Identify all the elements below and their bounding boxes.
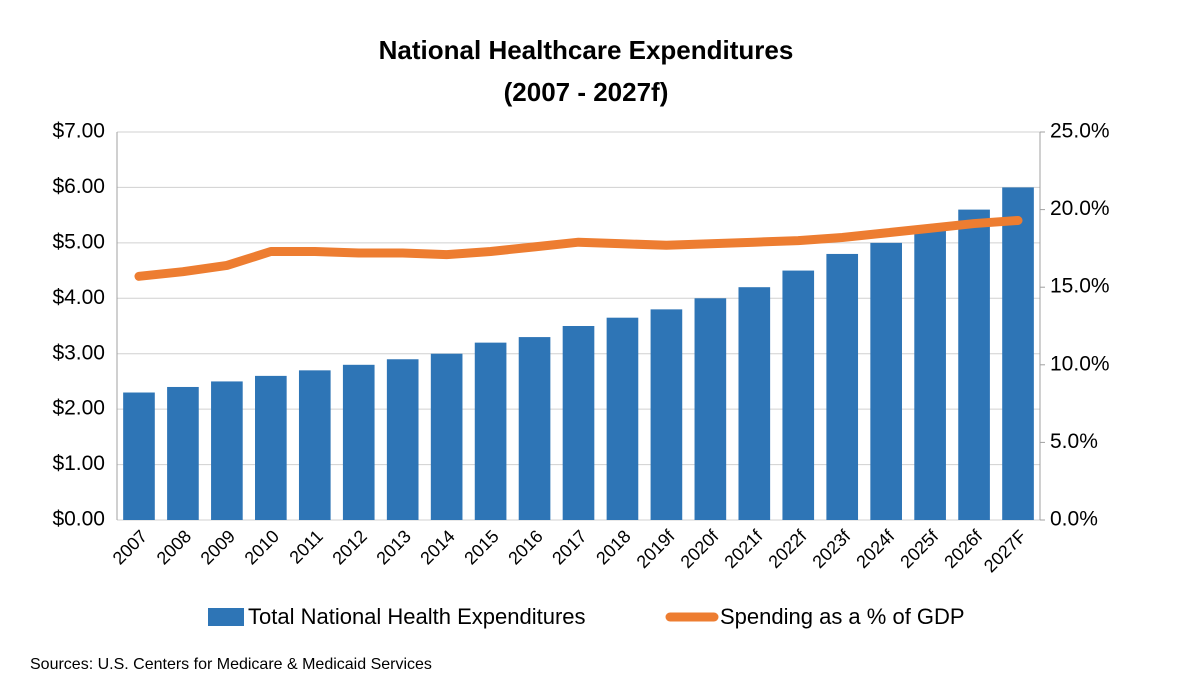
- y2-tick-label: 5.0%: [1050, 430, 1098, 453]
- y-tick-label: $0.00: [52, 508, 105, 531]
- y-tick-label: $3.00: [52, 341, 105, 364]
- x-tick-label: 2016: [504, 526, 546, 568]
- x-tick-label: 2017: [548, 526, 590, 568]
- x-tick-label: 2009: [197, 526, 239, 568]
- bar: [123, 392, 155, 520]
- y-tick-label: $4.00: [52, 286, 105, 309]
- bar: [650, 309, 683, 520]
- bar: [386, 359, 419, 520]
- x-tick-label: 2013: [372, 526, 414, 568]
- y2-tick-label: 10.0%: [1050, 352, 1110, 375]
- chart-subtitle: (2007 - 2027f): [504, 77, 669, 107]
- legend-label: Spending as a % of GDP: [720, 604, 965, 629]
- legend-swatch: [208, 608, 244, 626]
- chart-title: National Healthcare Expenditures: [379, 35, 794, 65]
- x-tick-label: 2025f: [896, 525, 943, 572]
- bar: [782, 270, 815, 520]
- y-tick-label: $2.00: [52, 397, 105, 420]
- y-tick-label: $7.00: [52, 120, 105, 143]
- bar: [694, 298, 727, 520]
- bar: [1002, 187, 1034, 520]
- x-tick-label: 2012: [328, 526, 370, 568]
- y2-tick-label: 20.0%: [1050, 197, 1110, 220]
- bar: [958, 209, 990, 520]
- x-tick-label: 2026f: [940, 525, 987, 572]
- x-tick-label: 2018: [592, 526, 634, 568]
- bar: [562, 326, 595, 520]
- bar: [474, 342, 507, 520]
- x-tick-label: 2024f: [852, 525, 899, 572]
- bar: [298, 370, 331, 520]
- bar: [738, 287, 771, 520]
- x-tick-label: 2027F: [980, 526, 1030, 576]
- y2-tick-label: 0.0%: [1050, 508, 1098, 531]
- y-tick-label: $5.00: [52, 230, 105, 253]
- bar: [914, 226, 946, 520]
- x-tick-label: 2014: [416, 526, 458, 568]
- legend-label: Total National Health Expenditures: [248, 604, 586, 629]
- x-tick-label: 2015: [460, 526, 502, 568]
- y-tick-label: $1.00: [52, 452, 105, 475]
- bar: [211, 381, 243, 520]
- bar: [167, 386, 199, 520]
- x-tick-label: 2021f: [721, 525, 768, 572]
- x-tick-label: 2011: [285, 526, 327, 568]
- x-tick-label: 2020f: [677, 525, 724, 572]
- bar: [870, 242, 902, 520]
- bar: [342, 364, 375, 520]
- source-note: Sources: U.S. Centers for Medicare & Med…: [30, 656, 432, 673]
- x-tick-label: 2008: [153, 526, 195, 568]
- y2-tick-label: 15.0%: [1050, 275, 1110, 298]
- bar: [606, 317, 639, 520]
- x-tick-label: 2019f: [633, 525, 680, 572]
- x-tick-label: 2010: [241, 526, 283, 568]
- bar: [255, 375, 287, 520]
- x-tick-label: 2022f: [764, 525, 811, 572]
- bar: [518, 337, 551, 520]
- bar: [826, 253, 859, 520]
- y2-tick-label: 25.0%: [1050, 120, 1110, 143]
- x-tick-label: 2007: [109, 526, 151, 568]
- bar: [430, 353, 463, 520]
- y-tick-label: $6.00: [52, 175, 105, 198]
- line: [134, 215, 1023, 281]
- x-tick-label: 2023f: [808, 525, 855, 572]
